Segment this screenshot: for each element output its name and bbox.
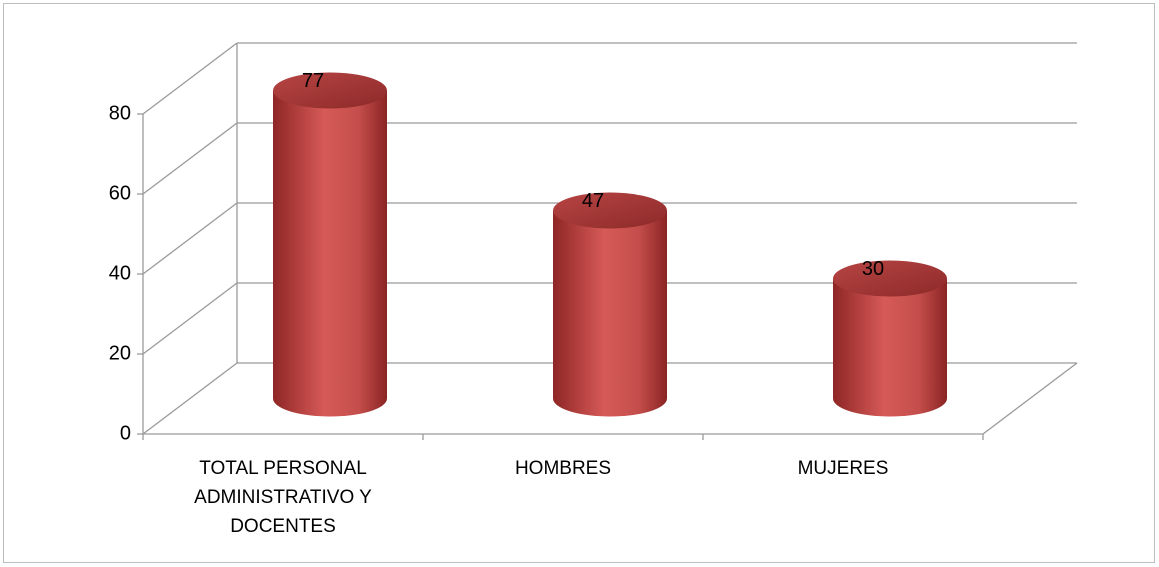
- bar-top: [553, 192, 667, 229]
- y-tick-label: 0: [120, 422, 131, 444]
- bar: [273, 72, 387, 417]
- bar-body: [553, 210, 667, 417]
- bar-top: [833, 260, 947, 297]
- bar-body: [273, 90, 387, 417]
- grid-line-side: [142, 282, 238, 355]
- data-label: 77: [302, 70, 324, 92]
- grid-line-side: [142, 202, 238, 275]
- grid-line-side: [142, 42, 238, 115]
- floor-right-edge: [982, 362, 1078, 435]
- chart-border: [3, 3, 1155, 563]
- y-tick-label: 20: [109, 342, 131, 364]
- data-label: 30: [862, 258, 884, 280]
- data-label: 47: [582, 190, 604, 212]
- bar: [553, 192, 667, 417]
- bar-top: [273, 72, 387, 109]
- x-tick-label: MUJERES: [797, 458, 889, 479]
- y-tick-label: 60: [109, 182, 131, 204]
- y-tick-label: 80: [109, 102, 131, 124]
- grid-line-side: [142, 122, 238, 195]
- grid-line-side: [142, 362, 238, 435]
- x-tick-label: TOTAL PERSONAL ADMINISTRATIVO Y DOCENTES: [194, 458, 372, 537]
- y-tick-label: 40: [109, 262, 131, 284]
- bar: [833, 260, 947, 417]
- bar-body: [833, 278, 947, 417]
- x-tick-label: HOMBRES: [514, 458, 612, 479]
